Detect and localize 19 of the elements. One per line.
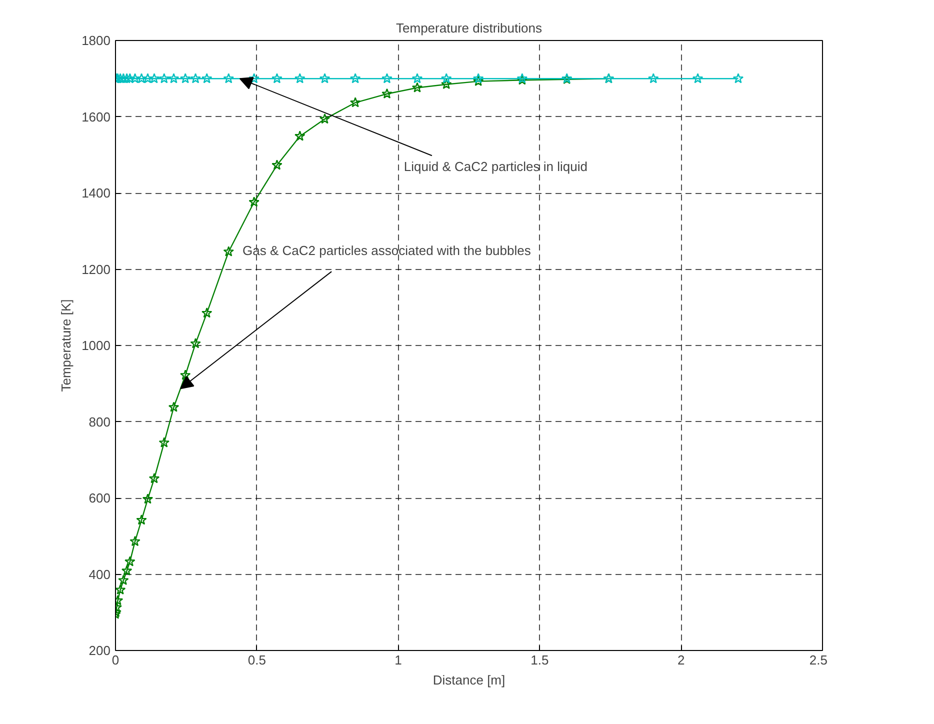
y-tick-label: 200 [88, 643, 111, 658]
x-axis-title: Distance [m] [432, 672, 506, 688]
y-axis-title: Temperature [K] [58, 299, 74, 392]
y-tick-label: 600 [88, 490, 111, 506]
y-tick-label: 400 [88, 566, 111, 582]
y-tick-label: 800 [88, 414, 111, 430]
y-tick-label: 1600 [82, 109, 110, 124]
chart-title: Temperature distributions [396, 20, 542, 36]
y-tick-label: 1200 [82, 262, 110, 277]
x-tick-label: 1 [394, 652, 402, 668]
y-tick-label: 1400 [82, 186, 110, 200]
annotation: Gas & CaC2 particles associated with the bubbles [242, 243, 532, 258]
x-tick-label: 0.5 [248, 652, 266, 668]
x-tick-label: 2.5 [809, 652, 828, 668]
y-tick-label: 1800 [82, 33, 110, 48]
y-tick-label: 1000 [82, 338, 110, 353]
x-tick-label: 0 [112, 652, 120, 668]
x-tick-label: 2 [677, 652, 685, 668]
x-tick-label: 1.5 [530, 652, 549, 668]
